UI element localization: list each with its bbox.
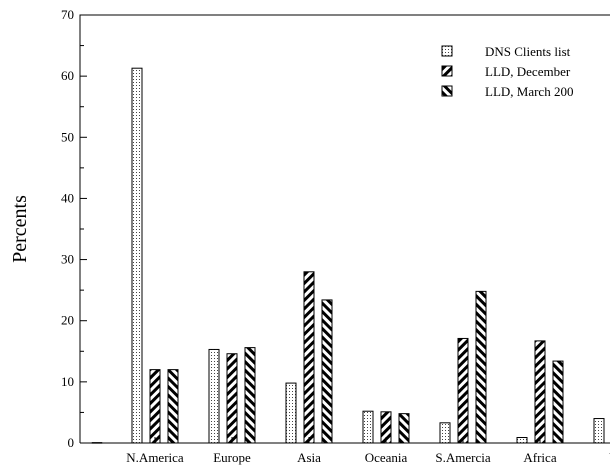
- category-label: Oceania: [365, 450, 408, 465]
- bar: [303, 271, 315, 444]
- y-tick-label: 60: [61, 68, 74, 83]
- y-axis-label: Percents: [9, 195, 31, 263]
- bar: [439, 422, 451, 444]
- bar: [516, 436, 528, 444]
- category-label: S.Amercia: [435, 450, 490, 465]
- plot-frame: [79, 14, 610, 443]
- bar: [552, 360, 564, 444]
- y-tick-label: 0: [68, 435, 75, 450]
- x-axis-labels: N.America Europe Asia Oceania S.Amercia Afric…: [126, 437, 610, 465]
- bar: [208, 348, 220, 444]
- y-tick-label: 10: [61, 374, 74, 389]
- bar: [593, 418, 605, 444]
- bar: [475, 290, 487, 444]
- bar: [244, 347, 256, 444]
- bars: [91, 67, 605, 444]
- y-axis-ticks: 0 10 20 30 40 50 60 70: [61, 7, 87, 450]
- y-tick-label: 20: [61, 313, 74, 328]
- legend: DNS Clients list LLD, December LLD, March …: [441, 44, 573, 99]
- category-label: Asia: [297, 450, 321, 465]
- legend-label: LLD, March 200: [485, 84, 573, 99]
- bar: [321, 299, 333, 444]
- legend-swatch: [441, 85, 453, 97]
- bar: [457, 337, 469, 444]
- y-tick-label: 50: [61, 129, 74, 144]
- bar: [285, 382, 297, 444]
- bar: [149, 369, 161, 444]
- legend-label: DNS Clients list: [485, 44, 571, 59]
- y-tick-label: 40: [61, 190, 74, 205]
- category-label: Africa: [523, 450, 556, 465]
- legend-label: LLD, December: [485, 64, 571, 79]
- bar: [398, 413, 410, 444]
- y-tick-label: 70: [61, 7, 74, 22]
- legend-swatch: [441, 45, 453, 57]
- bar: [362, 410, 374, 444]
- legend-swatch: [441, 65, 453, 77]
- bar: [167, 369, 179, 444]
- category-label: N.America: [126, 450, 184, 465]
- y-tick-label: 30: [61, 252, 74, 267]
- bar: [534, 340, 546, 444]
- bar: [131, 67, 143, 444]
- bar: [226, 353, 238, 444]
- category-label: Europe: [213, 450, 251, 465]
